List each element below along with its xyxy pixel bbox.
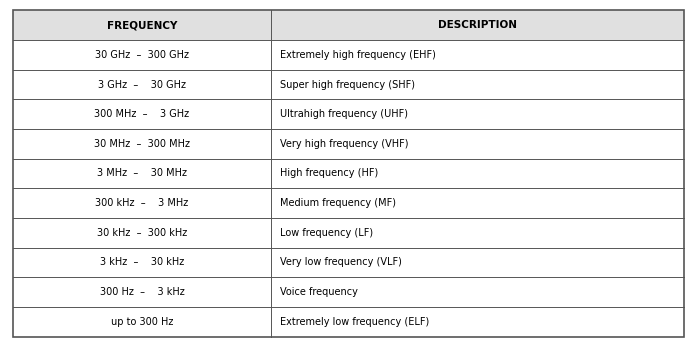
Text: Very high frequency (VHF): Very high frequency (VHF)	[279, 139, 408, 149]
Text: 30 MHz  –  300 MHz: 30 MHz – 300 MHz	[94, 139, 190, 149]
Text: up to 300 Hz: up to 300 Hz	[111, 317, 173, 327]
Text: Extremely high frequency (EHF): Extremely high frequency (EHF)	[279, 50, 436, 60]
Text: Super high frequency (SHF): Super high frequency (SHF)	[279, 79, 415, 90]
Text: 30 GHz  –  300 GHz: 30 GHz – 300 GHz	[95, 50, 189, 60]
Bar	[13, 40, 684, 70]
Bar	[13, 129, 684, 159]
Text: Medium frequency (MF): Medium frequency (MF)	[279, 198, 396, 208]
Text: 300 kHz  –    3 MHz: 300 kHz – 3 MHz	[95, 198, 188, 208]
Text: FREQUENCY: FREQUENCY	[107, 20, 177, 30]
Text: 3 GHz  –    30 GHz: 3 GHz – 30 GHz	[98, 79, 186, 90]
Text: High frequency (HF): High frequency (HF)	[279, 169, 378, 178]
Text: Voice frequency: Voice frequency	[279, 287, 358, 297]
Bar	[13, 218, 684, 248]
Text: 3 MHz  –    30 MHz: 3 MHz – 30 MHz	[97, 169, 187, 178]
Text: Extremely low frequency (ELF): Extremely low frequency (ELF)	[279, 317, 429, 327]
Bar	[13, 248, 684, 277]
Text: 3 kHz  –    30 kHz: 3 kHz – 30 kHz	[100, 257, 184, 268]
Bar	[13, 307, 684, 337]
Bar	[13, 10, 684, 40]
Text: 30 kHz  –  300 kHz: 30 kHz – 300 kHz	[97, 228, 187, 238]
Text: 300 Hz  –    3 kHz: 300 Hz – 3 kHz	[100, 287, 184, 297]
Text: Ultrahigh frequency (UHF): Ultrahigh frequency (UHF)	[279, 109, 408, 119]
Bar	[13, 188, 684, 218]
Bar	[13, 277, 684, 307]
Bar	[13, 159, 684, 188]
Text: Very low frequency (VLF): Very low frequency (VLF)	[279, 257, 401, 268]
Text: Low frequency (LF): Low frequency (LF)	[279, 228, 373, 238]
Bar	[13, 99, 684, 129]
Text: DESCRIPTION: DESCRIPTION	[438, 20, 517, 30]
Bar	[13, 70, 684, 99]
Text: 300 MHz  –    3 GHz: 300 MHz – 3 GHz	[94, 109, 190, 119]
